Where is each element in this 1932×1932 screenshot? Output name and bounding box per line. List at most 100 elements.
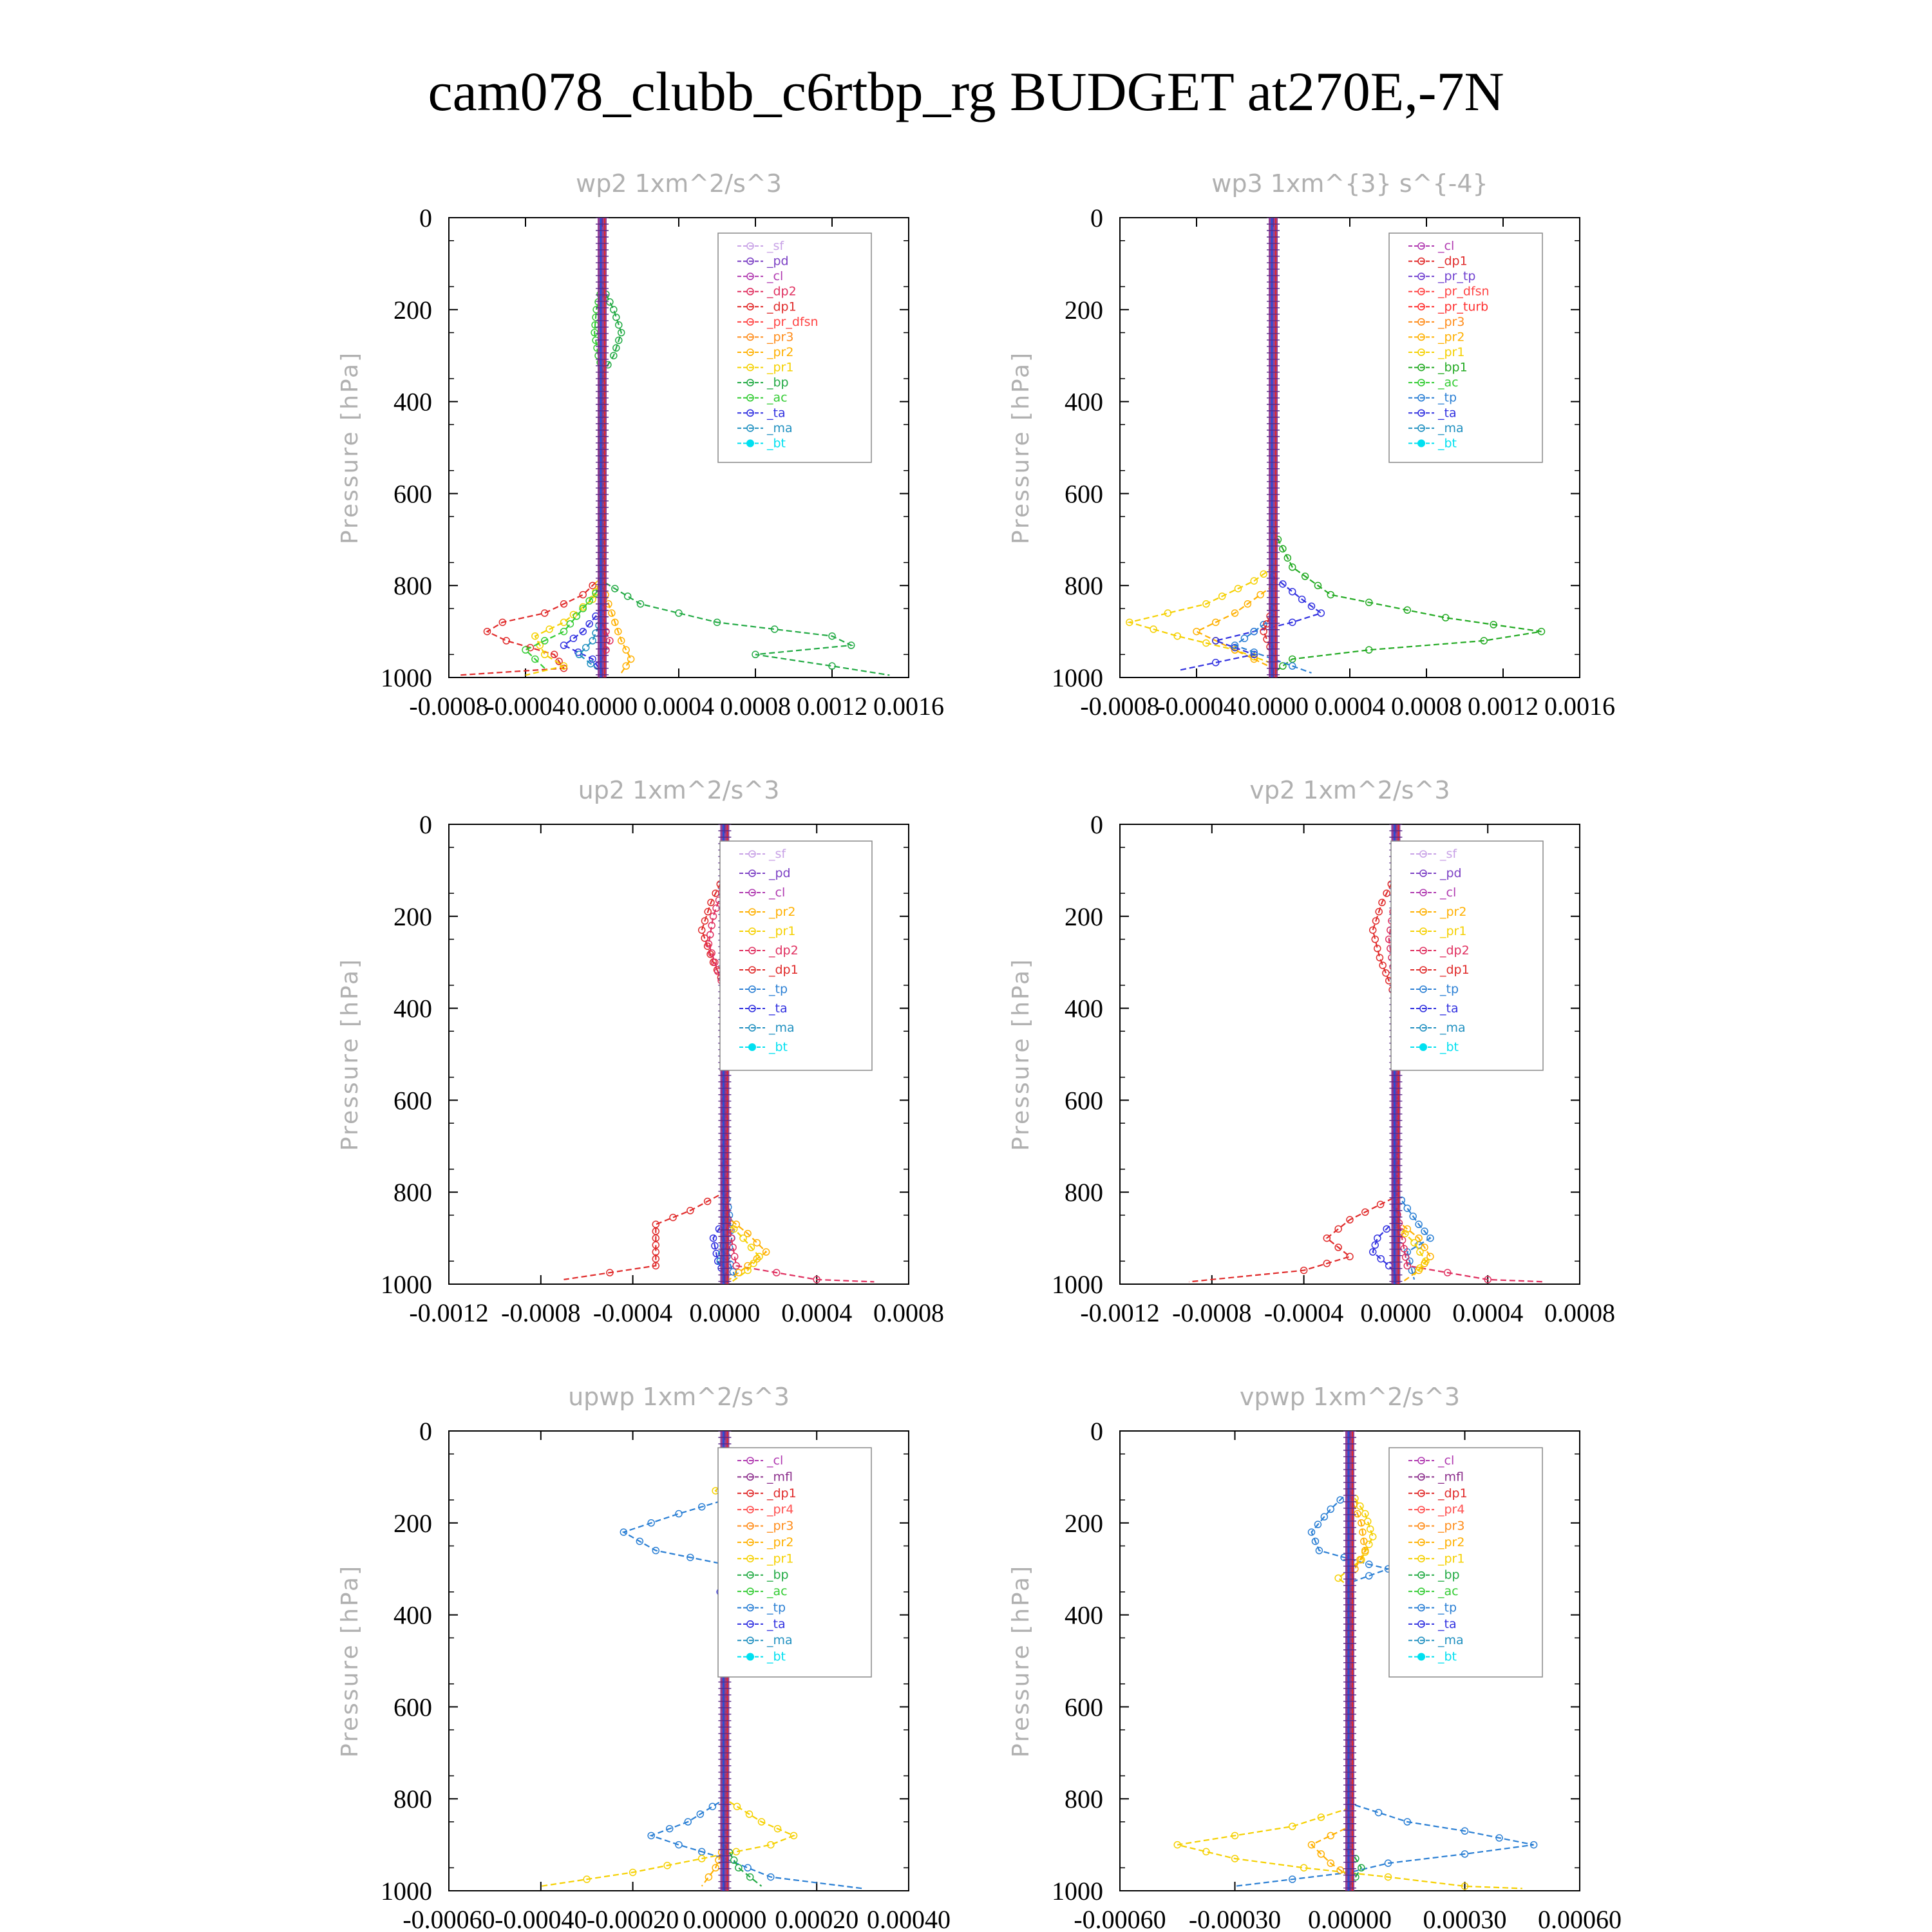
legend-label: _mfl [1437,1470,1464,1484]
series-line_pr2 [724,1215,768,1280]
series-marker_dp2 [772,1269,781,1276]
legend-label: _ac [766,391,788,405]
panel-title: upwp 1xm^2/s^3 [568,1383,790,1411]
legend-label: _pr1 [768,924,795,938]
chart-panel-3: up2 1xm^2/s^3 Pressure [hPa] 0 200 400 600 800… [337,776,944,1327]
series-marker_pr1 [545,625,553,633]
series-marker_pr2 [732,1220,740,1228]
series-marker_pr2 [627,655,635,663]
series-marker_dp1 [550,650,558,659]
series-marker_bp1 [1365,598,1373,607]
series-marker_pr1 [730,1225,738,1233]
series-marker_pr1 [1218,592,1226,600]
x-tick-label: 0.00000 [1308,1905,1392,1932]
series-marker_pr1 [1401,1229,1409,1238]
legend-marker [748,985,756,993]
series-marker_tp [1461,1850,1469,1858]
y-tick-label: 800 [1065,571,1103,600]
series-marker_ac [541,637,549,645]
series-marker_bp1 [1327,591,1334,599]
series-marker_tp [1307,1528,1316,1536]
legend-box [717,232,872,463]
legend-marker [1417,242,1425,250]
series-marker_tp [647,1832,655,1840]
series-marker_ta [569,634,578,643]
series-marker_dp2 [1443,1269,1452,1276]
legend-marker [746,1457,754,1464]
series-marker_bp [612,313,620,321]
legend-marker [746,409,754,417]
legend-marker [1417,1457,1425,1464]
legend-label: _pr1 [1437,345,1464,359]
series-marker_dp1 [1375,907,1383,916]
series-marker_dp1 [697,926,706,934]
series-line_bp1 [1273,529,1542,674]
y-tick-label: 0 [419,810,432,839]
series-marker_bp [713,618,721,627]
x-tick-label: -0.0004 [486,692,565,721]
y-axis-label: Pressure [hPa] [337,351,363,544]
y-tick-label: 400 [1065,1601,1103,1630]
legend-marker [1417,1604,1425,1612]
legend-marker [1417,257,1425,265]
legend-label: _pr2 [766,1535,793,1549]
series-marker_bp1 [1279,662,1287,670]
series-marker_pr1 [767,1841,775,1849]
legend-label: _pr3 [1437,315,1464,329]
series-marker_ta [579,627,587,636]
series-marker_dp2 [1403,1262,1411,1270]
series-marker_pr1 [790,1832,798,1840]
series-marker_ma [589,637,596,645]
legend-label: _pr1 [766,1551,793,1566]
series-marker_tp [1327,1505,1334,1513]
legend-label: _bt [766,1650,786,1664]
series-marker_pr1 [1422,1257,1430,1265]
series-marker_bp1 [1537,627,1546,636]
legend-label: _ma [1437,421,1464,435]
series-marker_pr1 [1202,1848,1210,1856]
legend-marker [746,303,754,311]
legend-label: _ac [1437,1584,1459,1598]
series-marker_ma [575,650,583,659]
legend-label: _tp [768,982,788,996]
series-marker_pr2 [1415,1234,1423,1242]
series-line_tp [1233,617,1312,674]
series-marker_bp1 [1301,573,1309,580]
plot-frame [1119,824,1580,1285]
legend-marker [746,1571,754,1579]
series-marker_bp1 [1490,621,1497,629]
plot-area [1173,1431,1538,1891]
legend-label: _pr4 [766,1502,793,1517]
y-tick-label: 200 [393,1509,432,1538]
series-marker_pr2 [1231,609,1239,617]
series-marker_pr1 [732,1848,740,1856]
legend-label: _cl [766,269,783,283]
series-marker_pr2 [611,618,619,627]
series-marker_pr2 [1359,1528,1367,1536]
series-marker_bp [771,625,779,633]
series-marker_pr1 [1361,1510,1369,1518]
legend-marker [1417,272,1425,280]
x-tick-label: 0.00030 [1423,1905,1507,1932]
legend-marker [746,287,754,296]
series-marker_dp2 [732,1262,740,1270]
x-tick-label: 0.00060 [1538,1905,1622,1932]
series-marker_ta [585,620,593,628]
legend-marker [746,1555,754,1563]
legend-marker [1419,947,1427,954]
series-marker_bp1 [1279,545,1287,553]
series-line_dp2 [601,621,611,659]
legend-marker [746,318,754,326]
series-marker_tp [1311,1537,1320,1546]
legend-label: _bp [766,1568,789,1582]
series-marker_ta [1289,587,1296,596]
series-marker_pr2 [1212,618,1220,627]
series-marker_tp [1461,1827,1469,1835]
series-marker_dp1 [1361,1208,1369,1216]
series-marker_bp1 [1365,646,1373,654]
legend-label: _ta [766,406,786,420]
series-line_ta [712,1219,726,1276]
series-marker_tp [1365,1560,1373,1568]
series-marker_dp1 [1378,898,1386,907]
y-tick-label: 400 [1065,388,1103,417]
